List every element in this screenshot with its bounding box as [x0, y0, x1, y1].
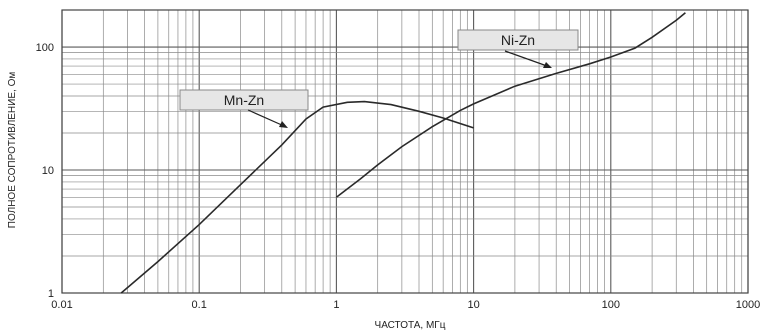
- ni-zn-label: Ni-Zn: [501, 32, 535, 48]
- annotations: Mn-Zn Ni-Zn: [179, 29, 579, 128]
- x-axis-title: ЧАСТОТА, МГц: [375, 320, 446, 331]
- mn-zn-arrowhead: [279, 121, 288, 128]
- y-axis-title: ПОЛНОЕ СОПРОТИВЛЕНИЕ, Ом: [7, 72, 18, 229]
- grid: [61, 9, 749, 294]
- y-tick-label: 10: [42, 165, 54, 177]
- x-tick-label: 100: [602, 299, 620, 311]
- plot-frame: [61, 9, 749, 294]
- y-tick-label: 1: [48, 288, 54, 300]
- x-tick-label: 0.01: [51, 299, 72, 311]
- x-tick-label: 1000: [736, 299, 760, 311]
- tick-labels: 0.01 0.1 1 10 100 1000 1 10 100: [36, 42, 761, 311]
- x-tick-label: 1: [333, 299, 339, 311]
- ni-zn-arrow: [504, 50, 548, 67]
- y-tick-label: 100: [36, 42, 54, 54]
- series-line-mn-zn: [120, 100, 474, 294]
- mn-zn-label-box: [179, 89, 309, 111]
- mn-zn-label: Mn-Zn: [224, 92, 264, 108]
- x-tick-label: 10: [467, 299, 479, 311]
- x-tick-label: 0.1: [192, 299, 207, 311]
- curves: [120, 12, 686, 294]
- series-line-ni-zn: [335, 12, 686, 198]
- ni-zn-label-box: [457, 29, 579, 51]
- ni-zn-arrowhead: [543, 62, 552, 68]
- mn-zn-arrow: [247, 109, 285, 127]
